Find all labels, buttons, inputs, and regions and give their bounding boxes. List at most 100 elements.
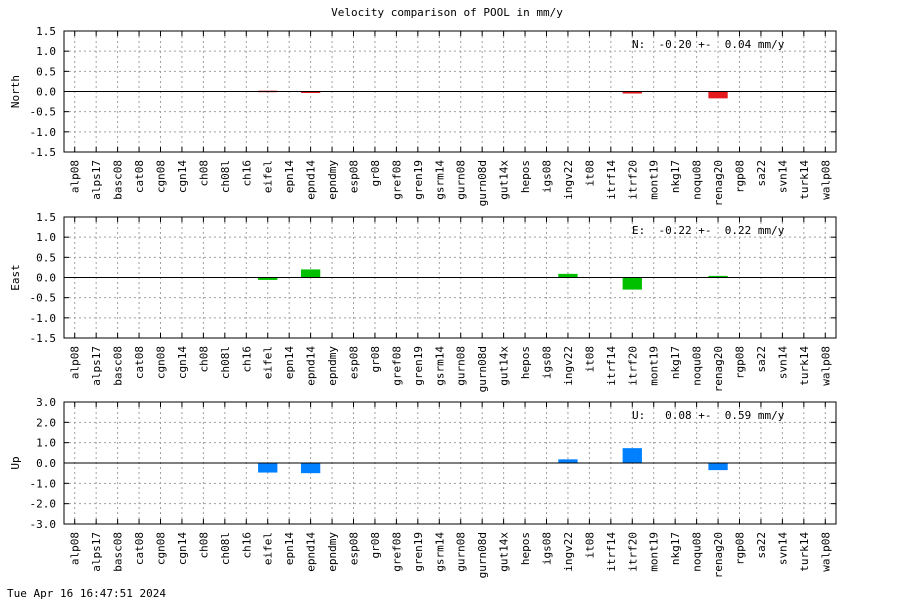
x-tick-label: epn14	[283, 160, 296, 193]
x-tick-label: ch08	[197, 160, 210, 187]
bar-eifel	[258, 463, 278, 473]
y-tick-label: 3.0	[36, 396, 56, 409]
bar-itrf20	[622, 277, 642, 290]
x-tick-label: itrf14	[605, 346, 618, 386]
x-tick-label: ch16	[240, 346, 253, 373]
x-tick-label: cat08	[133, 532, 146, 565]
x-tick-label: turk14	[798, 532, 811, 572]
x-tick-label: svn14	[776, 532, 789, 565]
x-tick-label: turk14	[798, 160, 811, 200]
x-tick-label: gurn08	[455, 160, 468, 200]
x-tick-label: renag20	[712, 160, 725, 206]
plot-frame	[63, 216, 837, 339]
x-tick-label: cgn08	[155, 346, 168, 379]
x-tick-label: gr08	[369, 532, 382, 559]
x-tick-label: itrf20	[626, 346, 639, 386]
velocity-annotation: U: 0.08 +- 0.59 mm/y	[632, 409, 785, 422]
x-tick-label: gut14x	[498, 160, 511, 200]
x-tick-label: noqu08	[691, 346, 704, 386]
x-tick-label: epn14	[283, 346, 296, 379]
x-tick-label: gurn08d	[476, 532, 489, 578]
x-tick-label: alps17	[90, 346, 103, 386]
y-tick-label: -1.5	[30, 332, 57, 345]
x-tick-label: ch08	[197, 532, 210, 559]
bar-renag20	[708, 275, 728, 278]
x-tick-label: epnd14	[305, 346, 318, 386]
x-tick-label: walp08	[819, 346, 832, 386]
plot-frame	[63, 30, 837, 153]
x-tick-label: cgn14	[176, 160, 189, 193]
y-tick-label: -2.0	[30, 498, 57, 511]
y-tick-label: -1.5	[30, 146, 57, 159]
x-tick-label: it08	[583, 532, 596, 559]
y-tick-label: 1.5	[36, 211, 56, 224]
x-tick-label: mont19	[648, 346, 661, 386]
x-tick-label: esp08	[348, 346, 361, 379]
velocity-annotation: N: -0.20 +- 0.04 mm/y	[632, 38, 785, 51]
panel-up: 3.0 2.0 1.0 0.0 -1.0 -2.0 -3.0 alp08 alps17 basc0…	[9, 396, 837, 578]
y-tick-label: 0.0	[36, 86, 56, 99]
x-tick-label: mont19	[648, 532, 661, 572]
bar-itrf20	[622, 91, 642, 94]
x-tick-label: gref08	[390, 532, 403, 572]
y-tick-label: 0.0	[36, 457, 56, 470]
panel-north: 1.5 1.0 0.5 0.0 -0.5 -1.0 -1.5 alp08 alps17 basc0…	[9, 25, 837, 206]
x-tick-label: itrf20	[626, 160, 639, 200]
x-tick-label: walp08	[819, 160, 832, 200]
x-tick-label: ch08	[197, 346, 210, 373]
x-tick-label: eifel	[262, 532, 275, 565]
x-tick-label: rgp08	[734, 160, 747, 193]
x-tick-label: rgp08	[734, 532, 747, 565]
x-tick-label: nkg17	[669, 346, 682, 379]
x-tick-label: esp08	[348, 160, 361, 193]
x-tick-label: gurn08d	[476, 160, 489, 206]
y-tick-label: 0.0	[36, 272, 56, 285]
x-tick-label: eifel	[262, 160, 275, 193]
x-tick-label: epndmy	[326, 532, 339, 572]
y-tick-label: -3.0	[30, 518, 57, 531]
bar-renag20	[708, 91, 728, 99]
x-tick-label: eifel	[262, 346, 275, 379]
chart-panels: 1.5 1.0 0.5 0.0 -0.5 -1.0 -1.5 alp08 alps17 basc0…	[9, 25, 837, 578]
x-tick-label: gren19	[412, 160, 425, 200]
y-tick-label: -1.0	[30, 312, 57, 325]
x-tick-label: walp08	[819, 532, 832, 572]
x-tick-label: gut14x	[498, 346, 511, 386]
x-tick-label: renag20	[712, 532, 725, 578]
x-tick-label: epnd14	[305, 532, 318, 572]
x-tick-label: gsrm14	[433, 160, 446, 200]
y-tick-label: 1.5	[36, 25, 56, 38]
y-tick-label: 1.0	[36, 45, 56, 58]
y-tick-label: 1.0	[36, 231, 56, 244]
x-tick-label: alp08	[69, 346, 82, 379]
x-tick-label: noqu08	[691, 160, 704, 200]
x-tick-label: it08	[583, 346, 596, 373]
x-tick-label: alp08	[69, 532, 82, 565]
x-tick-label: epndmy	[326, 160, 339, 200]
x-tick-label: gut14x	[498, 532, 511, 572]
x-tick-label: cat08	[133, 160, 146, 193]
x-tick-label: ch08l	[219, 532, 232, 565]
x-tick-label: igs08	[541, 346, 554, 379]
x-tick-label: gref08	[390, 346, 403, 386]
x-tick-label: esp08	[348, 532, 361, 565]
bar-renag20	[708, 463, 728, 471]
x-tick-label: cgn08	[155, 532, 168, 565]
x-tick-label: it08	[583, 160, 596, 187]
bar-epnd14	[300, 91, 321, 93]
x-tick-label: ingv22	[562, 160, 575, 200]
x-tick-label: noqu08	[691, 532, 704, 572]
x-tick-label: alps17	[90, 160, 103, 200]
footer-timestamp: Tue Apr 16 16:47:51 2024	[7, 587, 166, 600]
x-tick-label: gsrm14	[433, 346, 446, 386]
y-tick-label: -0.5	[30, 292, 57, 305]
x-tick-label: basc08	[112, 532, 125, 572]
x-tick-label: basc08	[112, 160, 125, 200]
y-axis-label: Up	[9, 456, 22, 469]
x-tick-label: gren19	[412, 532, 425, 572]
bar-epnd14	[300, 463, 321, 474]
x-tick-label: basc08	[112, 346, 125, 386]
x-tick-label: epndmy	[326, 346, 339, 386]
x-tick-label: gurn08d	[476, 346, 489, 392]
